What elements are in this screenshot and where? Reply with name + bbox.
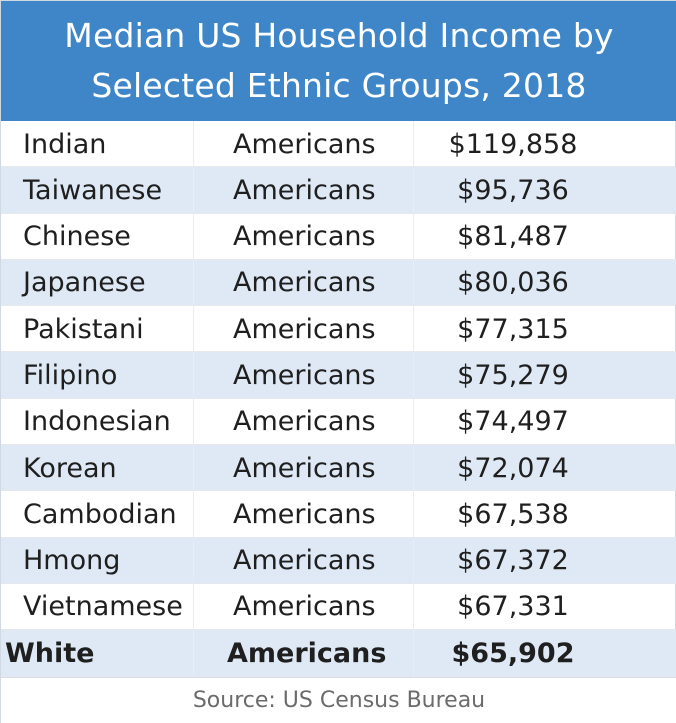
- group-cell: Filipino: [23, 359, 118, 391]
- table-row: Hmong Americans $67,372: [1, 537, 676, 584]
- income-cell: $67,331: [457, 591, 569, 623]
- income-cell: $77,315: [457, 313, 569, 345]
- americans-cell: Americans: [233, 174, 376, 206]
- group-cell: White: [5, 637, 95, 669]
- income-cell: $72,074: [457, 452, 569, 484]
- column-divider: [413, 352, 414, 398]
- table-row: Chinese Americans $81,487: [1, 213, 676, 260]
- income-cell: $67,372: [457, 545, 569, 577]
- column-divider: [193, 491, 194, 537]
- group-cell: Hmong: [23, 545, 121, 577]
- income-cell: $65,902: [451, 637, 575, 669]
- column-divider: [413, 583, 414, 630]
- column-divider: [413, 213, 414, 259]
- table-row: Vietnamese Americans $67,331: [1, 583, 676, 631]
- column-divider: [413, 167, 414, 213]
- column-divider: [193, 583, 194, 630]
- column-divider: [193, 306, 194, 352]
- americans-cell: Americans: [233, 267, 376, 299]
- column-divider: [413, 630, 414, 676]
- americans-cell: Americans: [233, 221, 376, 253]
- title-line-2: Selected Ethnic Groups, 2018: [91, 66, 587, 105]
- column-divider: [193, 213, 194, 259]
- americans-cell: Americans: [233, 128, 376, 160]
- income-cell: $119,858: [448, 128, 578, 160]
- table-row: Cambodian Americans $67,538: [1, 491, 676, 538]
- americans-cell: Americans: [233, 545, 376, 577]
- column-divider: [413, 306, 414, 352]
- americans-cell: Americans: [233, 591, 376, 623]
- column-divider: [413, 259, 414, 306]
- americans-cell: Americans: [233, 359, 376, 391]
- table-row: Korean Americans $72,074: [1, 445, 676, 492]
- table-row: Taiwanese Americans $95,736: [1, 167, 676, 214]
- group-cell: Chinese: [23, 221, 131, 253]
- group-cell: Cambodian: [23, 498, 177, 530]
- column-divider: [193, 167, 194, 213]
- americans-cell: Americans: [227, 637, 387, 669]
- americans-cell: Americans: [233, 452, 376, 484]
- table-body: Indian Americans $119,858 Taiwanese American…: [1, 121, 676, 677]
- americans-cell: Americans: [233, 406, 376, 438]
- column-divider: [193, 398, 194, 445]
- table-row: Indian Americans $119,858: [1, 121, 676, 168]
- table-row: Filipino Americans $75,279: [1, 352, 676, 399]
- column-divider: [413, 121, 414, 167]
- group-cell: Taiwanese: [23, 174, 163, 206]
- group-cell: Korean: [23, 452, 117, 484]
- group-cell: Japanese: [23, 267, 146, 299]
- income-cell: $81,487: [457, 221, 569, 253]
- americans-cell: Americans: [233, 498, 376, 530]
- table-row: Indonesian Americans $74,497: [1, 398, 676, 446]
- column-divider: [413, 445, 414, 491]
- column-divider: [193, 445, 194, 491]
- title-line-1: Median US Household Income by: [64, 16, 614, 55]
- group-cell: Vietnamese: [23, 591, 183, 623]
- income-cell: $75,279: [457, 359, 569, 391]
- group-cell: Indian: [23, 128, 107, 160]
- income-cell: $80,036: [457, 267, 569, 299]
- table-row: Pakistani Americans $77,315: [1, 306, 676, 353]
- column-divider: [413, 398, 414, 445]
- income-cell: $67,538: [457, 498, 569, 530]
- group-cell: Indonesian: [23, 406, 171, 438]
- source-note: Source: US Census Bureau: [1, 677, 676, 723]
- column-divider: [193, 352, 194, 398]
- table-title: Median US Household Income by Selected E…: [1, 1, 676, 121]
- group-cell: Pakistani: [23, 313, 144, 345]
- column-divider: [193, 259, 194, 306]
- column-divider: [193, 630, 194, 676]
- column-divider: [193, 537, 194, 583]
- table-row: White Americans $65,902: [1, 630, 676, 677]
- column-divider: [413, 537, 414, 583]
- income-cell: $74,497: [457, 406, 569, 438]
- table-row: Japanese Americans $80,036: [1, 259, 676, 307]
- income-cell: $95,736: [457, 174, 569, 206]
- column-divider: [193, 121, 194, 167]
- americans-cell: Americans: [233, 313, 376, 345]
- column-divider: [413, 491, 414, 537]
